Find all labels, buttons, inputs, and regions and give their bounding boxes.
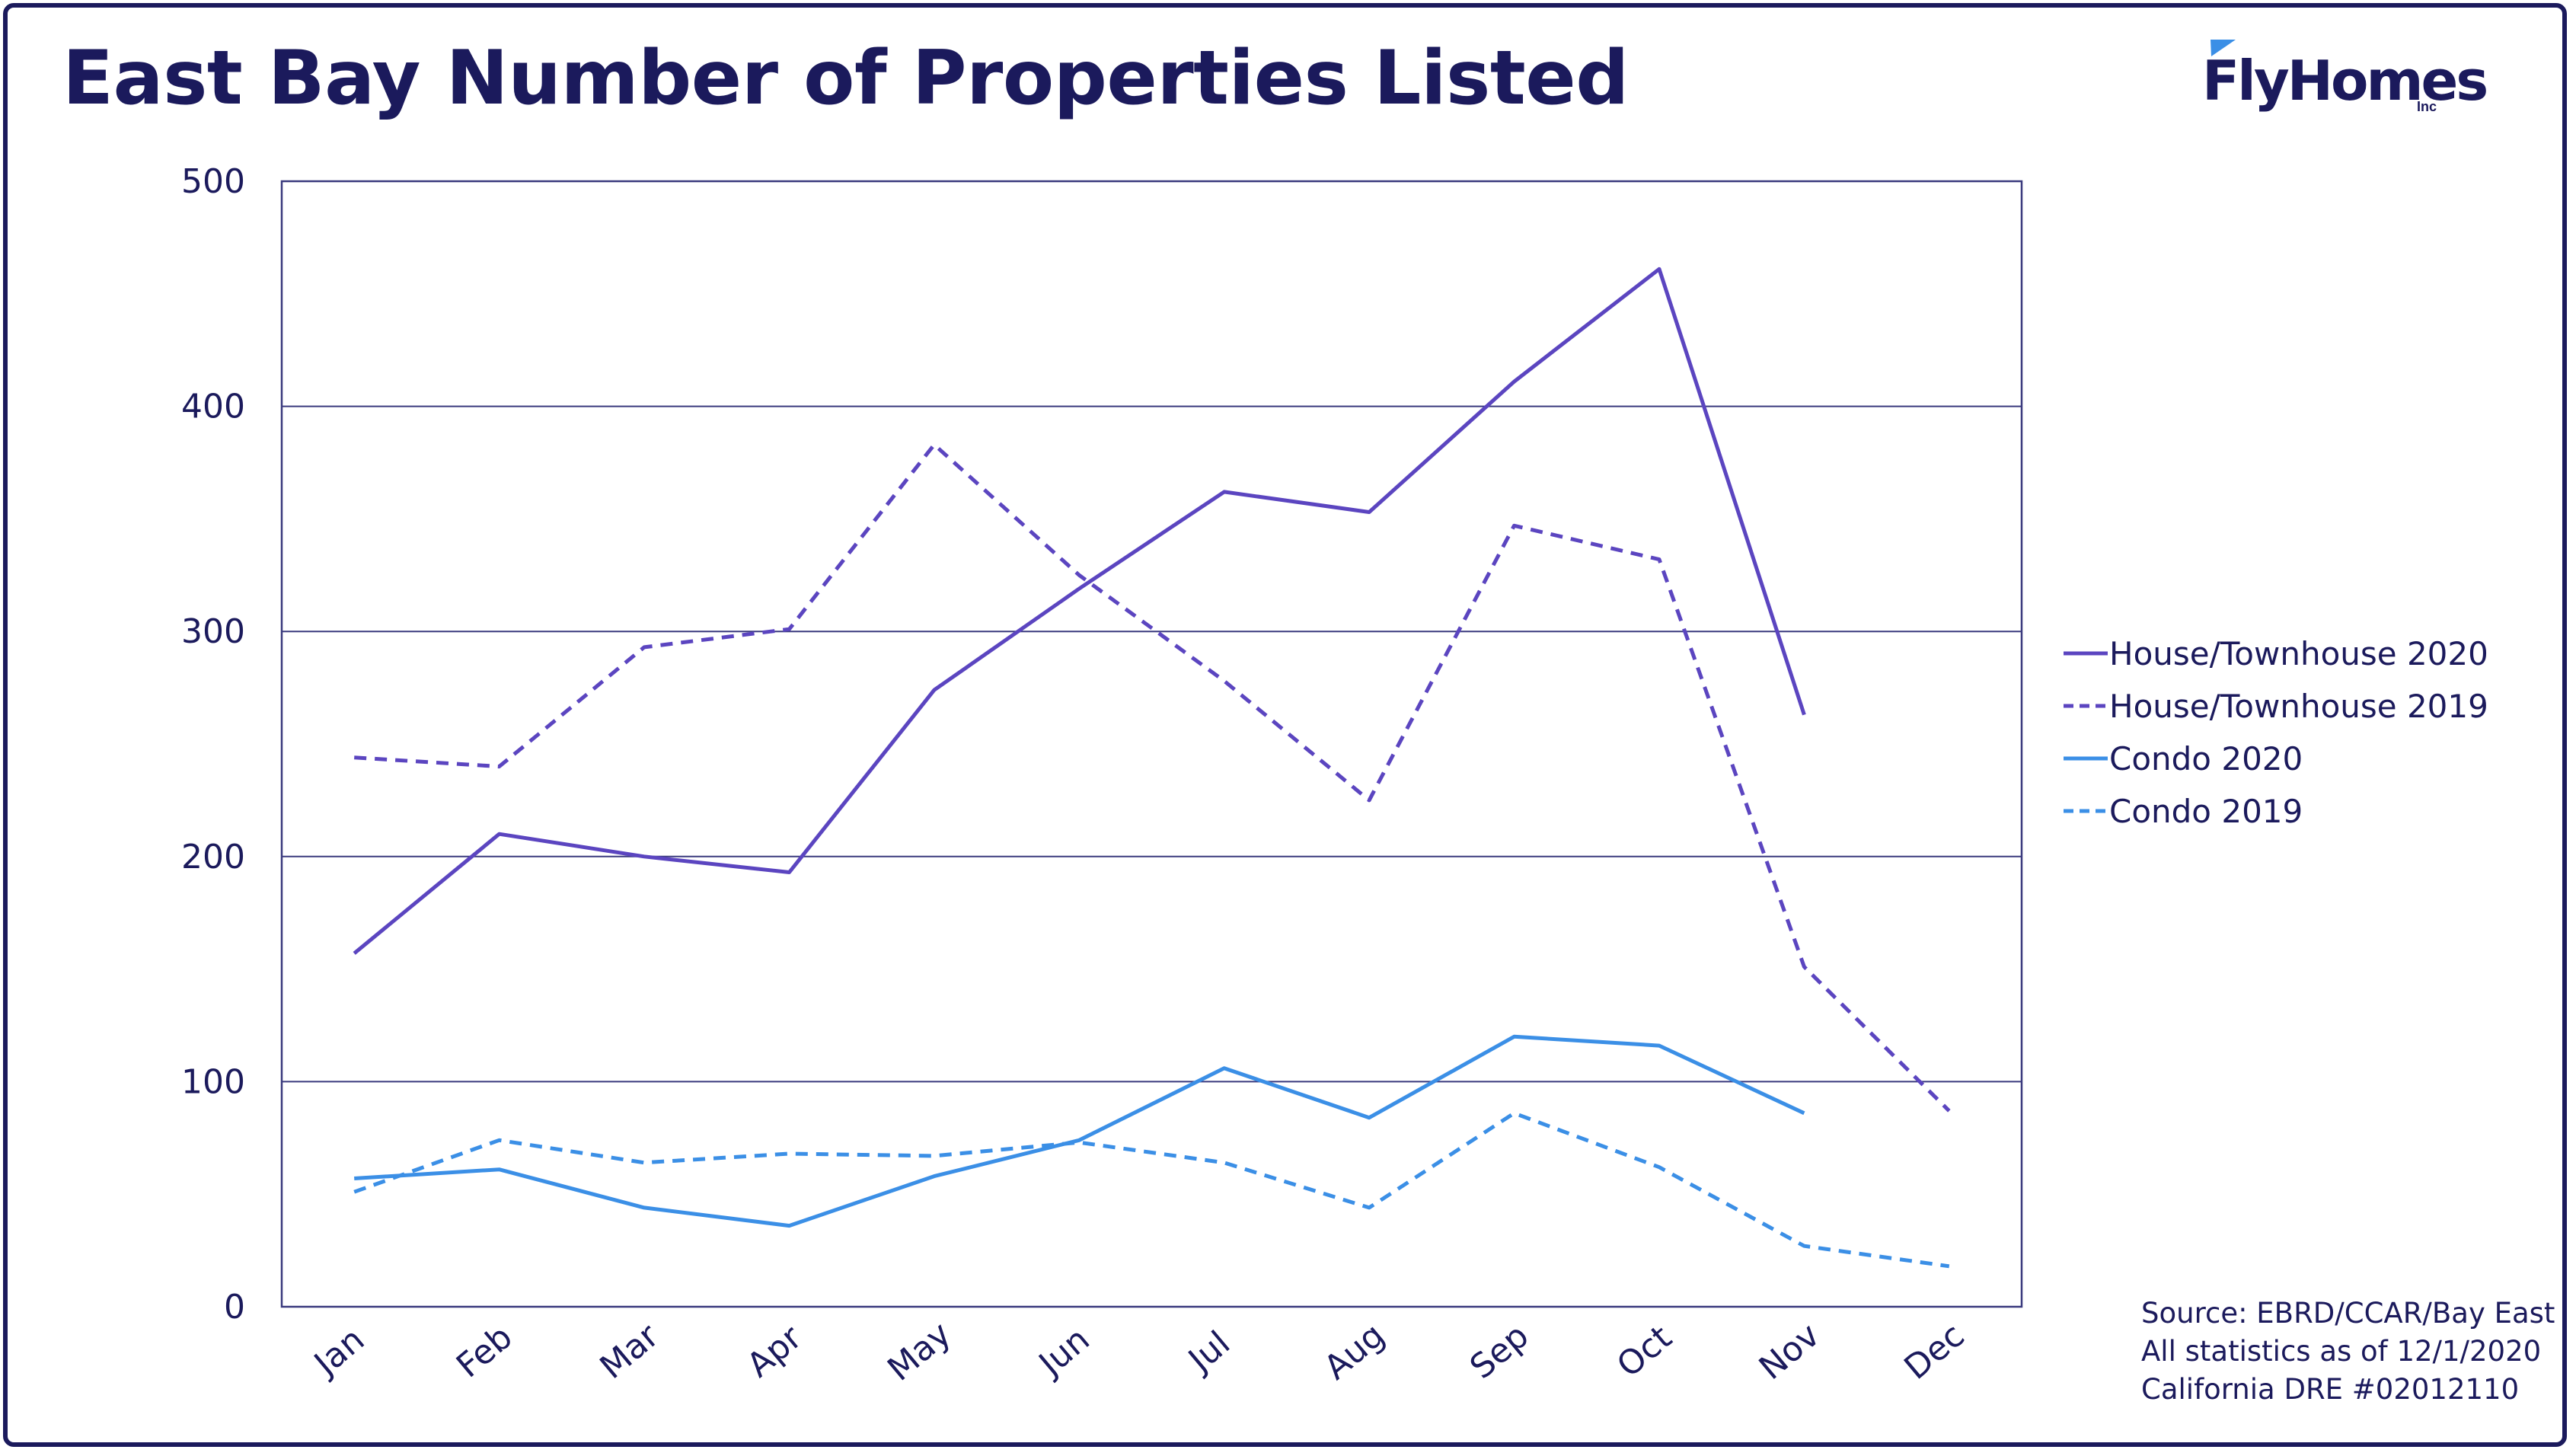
- license-line: California DRE #02012110: [2141, 1373, 2520, 1406]
- x-tick-label: Jul: [1179, 1323, 1237, 1381]
- x-tick-label: Feb: [449, 1317, 519, 1385]
- y-axis-tick-labels: 0 100 200 300 400 500: [181, 162, 245, 1327]
- x-tick-label: Apr: [740, 1317, 810, 1385]
- x-tick-label: Jan: [305, 1320, 372, 1385]
- y-tick-label: 100: [181, 1062, 245, 1101]
- x-tick-label: Sep: [1463, 1317, 1536, 1387]
- legend-label: House/Townhouse 2019: [2109, 688, 2488, 725]
- y-tick-label: 0: [224, 1288, 245, 1327]
- plot-area-border: [280, 180, 2023, 1308]
- series-line-house-townhouse-2020: [353, 267, 1806, 955]
- series-line-house-townhouse-2019: [354, 442, 1951, 1113]
- x-tick-label: Nov: [1752, 1316, 1827, 1387]
- logo-suffix: Inc: [2417, 99, 2437, 114]
- x-axis-tick-labels: Jan Feb Mar Apr May Jun Jul Aug Sep Oct Nov Dec: [305, 1314, 1971, 1389]
- gridlines: [280, 180, 2023, 1308]
- flyhomes-logo: FlyHomes Inc: [2202, 40, 2488, 123]
- x-tick-label: Aug: [1317, 1316, 1393, 1387]
- legend: House/Townhouse 2020 House/Townhouse 2019…: [2064, 635, 2488, 830]
- source-date-line: All statistics as of 12/1/2020: [2141, 1335, 2542, 1368]
- source-note: Source: EBRD/CCAR/Bay East All statistic…: [2141, 1295, 2555, 1409]
- x-tick-label: May: [880, 1314, 958, 1389]
- y-tick-label: 400: [181, 388, 245, 426]
- x-tick-label: Oct: [1610, 1318, 1679, 1385]
- chart-title: East Bay Number of Properties Listed: [62, 35, 1629, 122]
- legend-label: House/Townhouse 2020: [2109, 635, 2488, 672]
- x-tick-label: Mar: [593, 1316, 667, 1387]
- logo-text: FlyHomes: [2202, 49, 2488, 113]
- chart-frame: [3, 3, 2567, 1447]
- legend-label: Condo 2020: [2109, 740, 2303, 777]
- x-tick-label: Dec: [1897, 1316, 1971, 1387]
- source-line: Source: EBRD/CCAR/Bay East: [2141, 1297, 2555, 1330]
- flag-icon: [2211, 40, 2236, 56]
- legend-label: Condo 2019: [2109, 793, 2303, 830]
- x-tick-label: Jun: [1030, 1320, 1097, 1384]
- y-tick-label: 300: [181, 612, 245, 651]
- series-lines: [353, 267, 1951, 1269]
- y-tick-label: 200: [181, 838, 245, 876]
- y-tick-label: 500: [181, 162, 245, 201]
- series-line-condo-2020: [354, 1034, 1805, 1228]
- series-line-condo-2019: [353, 1111, 1950, 1269]
